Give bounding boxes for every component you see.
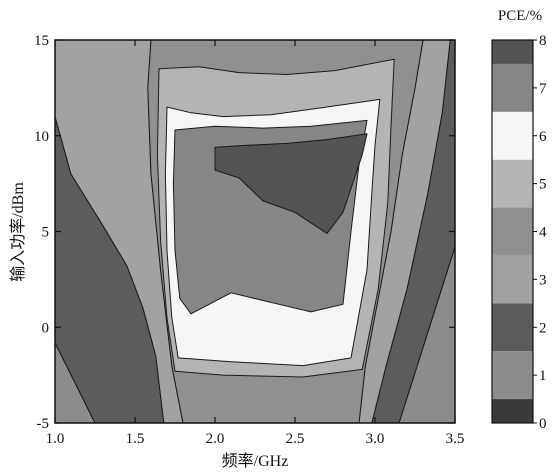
x-axis-ticks: 1.0 1.5 2.0 2.5 3.0 3.5 bbox=[46, 40, 465, 447]
colorbar-tick-label: 0 bbox=[539, 416, 547, 432]
colorbar-tick-label: 4 bbox=[539, 225, 547, 241]
colorbar-swatch-2 bbox=[492, 303, 533, 352]
x-tick-label: 3.5 bbox=[446, 431, 465, 447]
colorbar-swatch-3 bbox=[492, 255, 533, 304]
y-axis-ticks: -5 0 5 10 15 bbox=[34, 33, 455, 432]
colorbar-swatch-7 bbox=[492, 63, 533, 112]
contour-regions bbox=[54, 39, 456, 424]
colorbar-tick-label: 7 bbox=[539, 81, 547, 97]
x-axis-label: 频率/GHz bbox=[222, 452, 289, 470]
y-tick-label: 0 bbox=[42, 320, 50, 336]
colorbar-title: PCE/% bbox=[498, 8, 542, 24]
colorbar-tick-label: 8 bbox=[539, 33, 547, 49]
colorbar-tick-label: 5 bbox=[539, 177, 547, 193]
y-tick-label: -5 bbox=[37, 416, 50, 432]
x-tick-label: 2.0 bbox=[206, 431, 225, 447]
colorbar-swatch-1 bbox=[492, 351, 533, 400]
colorbar-tick-label: 3 bbox=[539, 272, 547, 288]
x-tick-label: 1.5 bbox=[126, 431, 145, 447]
x-tick-label: 2.5 bbox=[286, 431, 305, 447]
colorbar bbox=[491, 39, 534, 424]
colorbar-tick-label: 6 bbox=[539, 129, 547, 145]
colorbar-tick-label: 2 bbox=[539, 320, 547, 336]
colorbar-swatch-0 bbox=[492, 399, 533, 423]
y-tick-label: 5 bbox=[42, 225, 50, 241]
colorbar-swatch-8 bbox=[492, 40, 533, 64]
contour-region-level-8 bbox=[214, 133, 368, 234]
x-tick-label: 1.0 bbox=[46, 431, 65, 447]
y-tick-label: 15 bbox=[34, 33, 49, 49]
y-tick-label: 10 bbox=[34, 129, 49, 145]
colorbar-swatch-5 bbox=[492, 159, 533, 208]
colorbar-tick-label: 1 bbox=[539, 368, 547, 384]
y-axis-label: 输入功率/dBm bbox=[9, 182, 27, 282]
colorbar-swatch-4 bbox=[492, 207, 533, 256]
colorbar-ticks: 0 1 2 3 4 5 6 7 8 bbox=[533, 33, 547, 432]
x-tick-label: 3.0 bbox=[366, 431, 385, 447]
colorbar-swatch-6 bbox=[492, 111, 533, 160]
